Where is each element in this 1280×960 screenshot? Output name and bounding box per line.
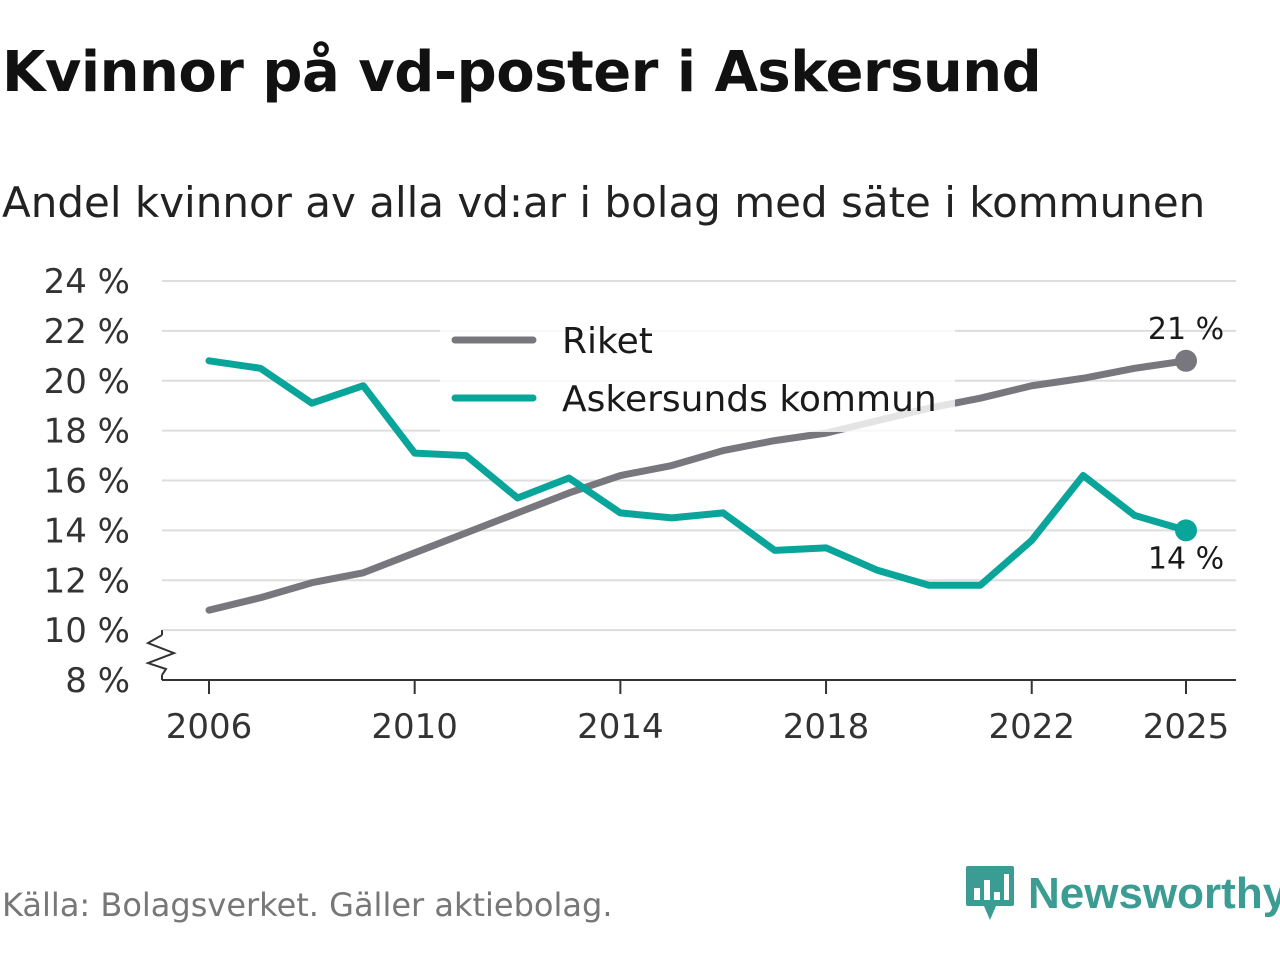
x-tick-label: 2018 [783, 707, 870, 747]
x-tick-label: 2006 [166, 707, 253, 747]
end-labels: 21 % 14 % [1148, 312, 1224, 577]
y-tick-label: 8 % [65, 661, 130, 701]
series-line-askersund [205, 357, 1190, 589]
end-point-riket [1175, 349, 1197, 372]
y-tick-label: 14 % [44, 511, 130, 551]
brand-name: Newsworthy [1028, 869, 1280, 918]
chart-title: Kvinnor på vd-poster i Askersund [2, 40, 1042, 105]
end-label-riket: 21 % [1148, 312, 1224, 347]
brand-logo: Newsworthy [964, 864, 1280, 924]
legend-label-askersund: Askersunds kommun [562, 379, 937, 420]
y-tick-label: 22 % [44, 312, 130, 352]
end-label-askersund: 14 % [1148, 541, 1224, 576]
line-chart: 8 % 10 % 12 % 14 % 16 % 18 % 20 % 22 % 24 % 2006 2… [44, 262, 1236, 747]
y-tick-label: 16 % [44, 462, 130, 502]
axes: 8 % 10 % 12 % 14 % 16 % 18 % 20 % 22 % 24 % 2006 2… [44, 262, 1236, 747]
series-line-riket [205, 357, 1190, 614]
x-tick-label: 2022 [988, 707, 1075, 747]
y-tick-label: 18 % [44, 412, 130, 452]
legend-label-riket: Riket [562, 321, 653, 362]
y-tick-label: 10 % [44, 611, 130, 651]
legend-background [440, 312, 955, 432]
series-lines [205, 357, 1190, 614]
legend: Riket Askersunds kommun [440, 312, 955, 432]
chart-subtitle: Andel kvinnor av alla vd:ar i bolag med … [2, 178, 1206, 227]
source-note: Källa: Bolagsverket. Gäller aktiebolag. [2, 886, 613, 924]
end-point-askersund [1175, 519, 1197, 542]
x-tick-label: 2025 [1143, 707, 1230, 747]
axis-break-icon [145, 634, 177, 676]
x-tick-label: 2014 [577, 707, 664, 747]
y-tick-label: 24 % [44, 262, 130, 302]
y-tick-label: 12 % [44, 561, 130, 601]
newsworthy-logo-icon [966, 866, 1014, 920]
x-tick-label: 2010 [371, 707, 458, 747]
y-tick-label: 20 % [44, 362, 130, 402]
